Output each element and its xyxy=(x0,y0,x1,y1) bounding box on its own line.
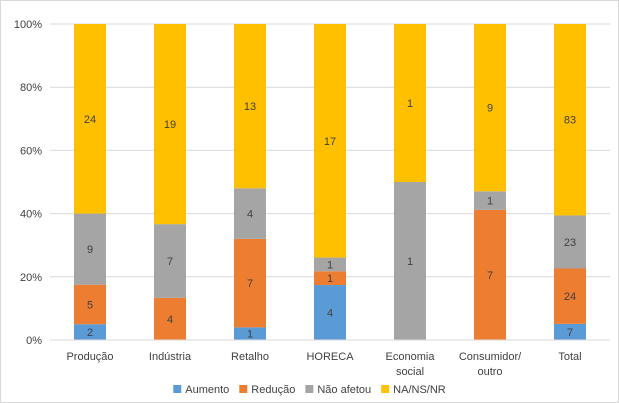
bar-segment xyxy=(74,213,106,285)
bar-segment xyxy=(234,188,266,239)
bar-segment xyxy=(234,24,266,189)
bar-segment xyxy=(474,191,506,210)
x-category-label: HORECA xyxy=(306,351,354,363)
x-category-label: social xyxy=(396,366,424,378)
bar-segment xyxy=(554,215,586,269)
bar-segment xyxy=(154,24,186,225)
x-category-label: Consumidor/ xyxy=(459,351,522,363)
bar-segment xyxy=(74,324,106,340)
y-tick-label: 40% xyxy=(20,209,42,221)
data-label: 4 xyxy=(167,314,173,326)
legend: Aumento Redução Não afetou NA/NS/NR xyxy=(173,384,446,396)
data-label: 4 xyxy=(327,308,333,320)
x-category-label: outro xyxy=(477,366,502,378)
legend-swatch xyxy=(173,385,182,393)
legend-swatch xyxy=(305,385,314,393)
data-label: 1 xyxy=(487,196,493,208)
data-label: 83 xyxy=(564,115,576,127)
legend-label: Aumento xyxy=(185,384,229,396)
data-label: 1 xyxy=(407,98,413,110)
y-tick-label: 0% xyxy=(26,335,42,347)
x-category-label: Retalho xyxy=(231,351,269,363)
data-label: 7 xyxy=(247,278,253,290)
x-category-label: Indústria xyxy=(149,351,192,363)
bar-segment xyxy=(474,209,506,340)
bar-segment xyxy=(234,327,266,340)
y-tick-label: 80% xyxy=(20,82,42,94)
bar-segment xyxy=(554,268,586,324)
data-label: 19 xyxy=(164,119,176,131)
y-tick-label: 100% xyxy=(14,19,42,31)
data-label: 2 xyxy=(87,327,93,339)
data-label: 7 xyxy=(167,256,173,268)
bar-segment xyxy=(474,24,506,192)
legend-label: NA/NS/NR xyxy=(393,384,446,396)
data-label: 17 xyxy=(324,136,336,148)
legend-swatch xyxy=(239,385,248,393)
data-label: 7 xyxy=(567,327,573,339)
y-tick-label: 60% xyxy=(20,145,42,157)
data-label: 1 xyxy=(327,273,333,285)
bar-segment xyxy=(74,284,106,325)
bar-segment xyxy=(314,271,346,286)
data-label: 5 xyxy=(87,299,93,311)
x-category-label: Total xyxy=(558,351,581,363)
x-category-label: Produção xyxy=(66,351,113,363)
bar-segment xyxy=(314,285,346,340)
data-label: 1 xyxy=(327,259,333,271)
data-label: 9 xyxy=(487,103,493,115)
data-label: 7 xyxy=(487,270,493,282)
bar-segment xyxy=(234,238,266,328)
data-label: 9 xyxy=(87,244,93,256)
bar-segment xyxy=(314,24,346,258)
data-label: 24 xyxy=(564,291,576,303)
data-label: 4 xyxy=(247,209,253,221)
bar-segment xyxy=(554,323,586,340)
legend-label: Redução xyxy=(251,384,295,396)
bar-segment xyxy=(154,297,186,340)
bar-segment xyxy=(554,24,586,216)
bar-segment xyxy=(74,24,106,214)
bar-segment xyxy=(394,182,426,340)
bar-segment xyxy=(394,24,426,182)
bar-segment xyxy=(154,224,186,298)
bar-segment xyxy=(314,257,346,272)
bars xyxy=(74,24,586,340)
axes: 0% 20% 40% 60% 80% 100% Produção Indústria Retal… xyxy=(14,19,610,378)
data-label: 24 xyxy=(84,114,96,126)
data-label: 23 xyxy=(564,237,576,249)
x-category-label: Economia xyxy=(386,351,436,363)
data-label: 1 xyxy=(407,256,413,268)
legend-swatch xyxy=(381,385,390,393)
legend-label: Não afetou xyxy=(317,384,371,396)
y-tick-label: 20% xyxy=(20,272,42,284)
data-label: 13 xyxy=(244,101,256,113)
data-label: 1 xyxy=(247,329,253,341)
